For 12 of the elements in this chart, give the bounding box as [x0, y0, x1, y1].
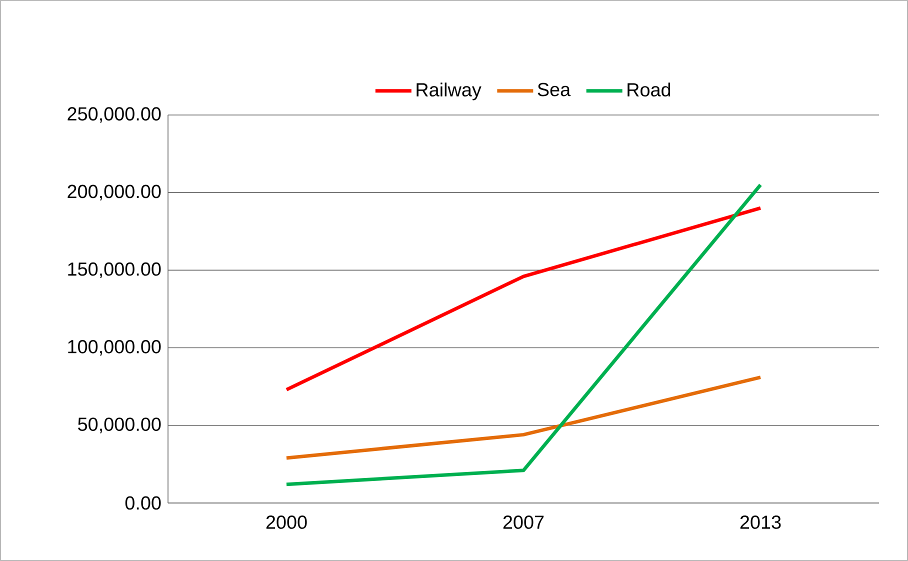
- y-tick-label: 50,000.00: [78, 418, 161, 434]
- y-tick-label: 200,000.00: [68, 184, 161, 200]
- legend-label: Sea: [538, 82, 571, 96]
- x-tick-label: 2013: [740, 515, 781, 529]
- y-tick-label: 100,000.00: [68, 340, 161, 356]
- y-tick-label: 150,000.00: [68, 262, 161, 278]
- x-tick-label: 2000: [266, 515, 307, 529]
- y-tick-label: 250,000.00: [68, 107, 161, 123]
- legend-label: Road: [628, 82, 670, 97]
- y-tick-label: 0.00: [125, 496, 161, 510]
- x-tick-label: 2007: [503, 515, 544, 529]
- legend-label: Railway: [416, 82, 482, 100]
